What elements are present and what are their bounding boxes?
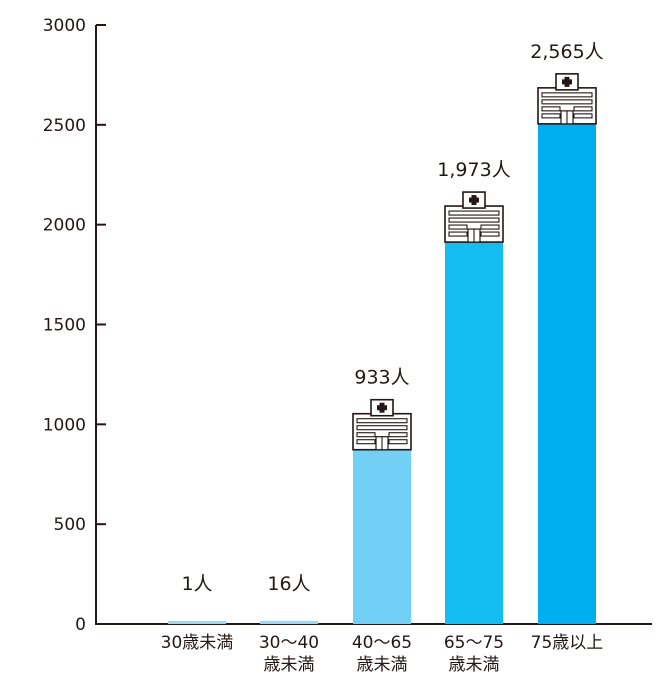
bar (445, 230, 503, 624)
hospital-icon (444, 191, 504, 243)
value-label: 1,973人 (437, 159, 510, 181)
y-tick-label: 500 (54, 515, 86, 535)
y-tick-label: 0 (75, 615, 86, 635)
y-tick-label: 3000 (43, 16, 86, 36)
y-axis-ticks: 0 500 1000 1500 2000 2500 3000 (43, 16, 106, 635)
category-label: 40～65 (352, 633, 412, 653)
value-label: 16人 (267, 573, 310, 595)
category-label: 30～40 (259, 633, 319, 653)
bars: 1人 16人 933人 1,973人 2,565人 (168, 41, 604, 625)
category-label: 歳未満 (449, 655, 500, 675)
hospital-icon (537, 73, 597, 125)
bar (353, 437, 411, 624)
category-label: 65～75 (444, 633, 504, 653)
y-tick-label: 1500 (43, 316, 86, 336)
category-label: 歳未満 (357, 655, 408, 675)
hospital-icon (352, 398, 412, 451)
category-label: 30歳未満 (161, 633, 234, 653)
y-tick-label: 2000 (43, 216, 86, 236)
value-label: 933人 (354, 367, 409, 389)
bar (538, 111, 596, 625)
value-label: 1人 (181, 573, 212, 595)
value-label: 2,565人 (530, 41, 603, 63)
category-label: 75歳以上 (531, 633, 604, 653)
y-tick-label: 2500 (43, 116, 86, 136)
bar (260, 620, 318, 624)
category-label: 歳未満 (264, 655, 315, 675)
bar (168, 621, 226, 624)
y-tick-label: 1000 (43, 415, 86, 435)
